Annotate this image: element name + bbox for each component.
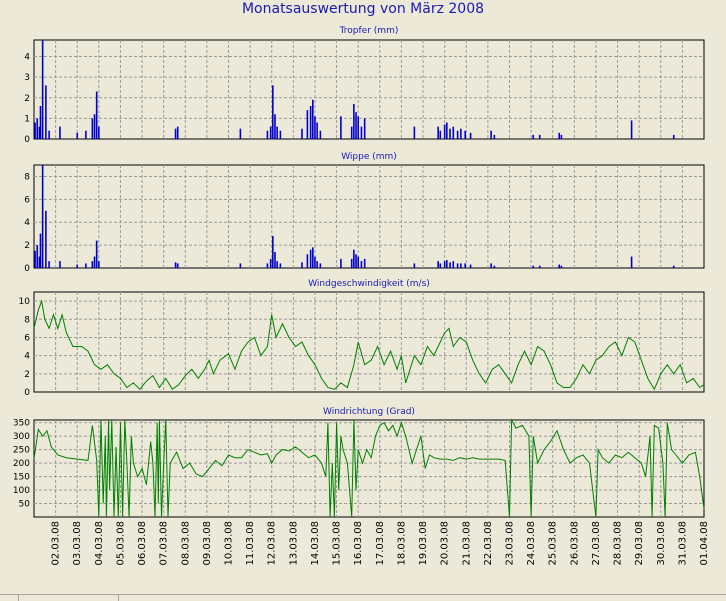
- y-tick-label: 0: [24, 388, 30, 398]
- x-tick-label: 27.03.08: [591, 521, 602, 566]
- y-tick-label: 350: [13, 419, 30, 429]
- x-tick-label: 18.03.08: [396, 521, 407, 566]
- y-tick-label: 0: [24, 264, 30, 274]
- chart-panel-windgeschwindigkeit: Windgeschwindigkeit (m/s) 0 2 4 6 8 10: [19, 279, 705, 398]
- plot-area: [33, 291, 705, 393]
- x-tick-label: 01.04.08: [699, 521, 710, 566]
- y-tick-label: 150: [13, 473, 30, 483]
- plot-area: [33, 164, 705, 269]
- x-tick-label: 30.03.08: [656, 521, 667, 566]
- x-tick-label: 10.03.08: [224, 521, 235, 566]
- y-tick-label: 0: [24, 135, 30, 145]
- x-tick-label: 07.03.08: [159, 521, 170, 566]
- y-tick-label: 1: [24, 114, 30, 124]
- status-bar-segment: [0, 595, 19, 601]
- y-tick-label: 300: [13, 432, 30, 442]
- y-tick-label: 100: [13, 486, 30, 496]
- y-tick-label: 4: [24, 352, 30, 362]
- y-tick-label: 10: [19, 297, 31, 307]
- y-tick-label: 4: [24, 218, 30, 228]
- page-title: Monatsauswertung von März 2008: [241, 1, 485, 17]
- y-tick-label: 2: [24, 370, 30, 380]
- x-tick-label: 28.03.08: [613, 521, 624, 566]
- x-tick-label: 21.03.08: [461, 521, 472, 566]
- chart-title: Windgeschwindigkeit (m/s): [308, 279, 430, 289]
- chart-panel-windrichtung: Windrichtung (Grad) 50 100 150 200 250 300 350 0…: [13, 407, 710, 566]
- x-tick-label: 06.03.08: [137, 521, 148, 566]
- chart-title: Wippe (mm): [341, 152, 397, 162]
- x-tick-label: 16.03.08: [353, 521, 364, 566]
- x-tick-label: 19.03.08: [418, 521, 429, 566]
- x-tick-label: 05.03.08: [116, 521, 127, 566]
- x-tick-label: 04.03.08: [94, 521, 105, 566]
- x-tick-label: 11.03.08: [245, 521, 256, 566]
- x-tick-label: 17.03.08: [375, 521, 386, 566]
- y-tick-label: 200: [13, 459, 30, 469]
- y-tick-label: 8: [24, 315, 30, 325]
- y-tick-label: 6: [24, 333, 30, 343]
- x-tick-label: 26.03.08: [569, 521, 580, 566]
- x-tick-label: 25.03.08: [548, 521, 559, 566]
- x-tick-label: 02.03.08: [51, 521, 62, 566]
- chart-title: Windrichtung (Grad): [323, 407, 415, 417]
- x-tick-label: 14.03.08: [310, 521, 321, 566]
- chart-panel-tropfer: Tropfer (mm) 0 1 2 3 4: [24, 26, 705, 145]
- x-tick-label: 09.03.08: [202, 521, 213, 566]
- plot-area: [33, 39, 705, 140]
- status-bar: [0, 594, 726, 601]
- x-tick-label: 15.03.08: [332, 521, 343, 566]
- y-tick-label: 8: [24, 172, 30, 182]
- y-tick-label: 4: [24, 53, 30, 63]
- series-line: [33, 418, 705, 518]
- chart-panel-wippe: Wippe (mm) 0 2 4 6 8: [24, 152, 705, 274]
- x-tick-label: 08.03.08: [180, 521, 191, 566]
- y-tick-label: 2: [24, 241, 30, 251]
- status-bar-segment: [18, 595, 119, 601]
- y-tick-label: 2: [24, 94, 30, 104]
- x-tick-label: 23.03.08: [505, 521, 516, 566]
- y-tick-label: 250: [13, 446, 30, 456]
- plot-area: [33, 419, 705, 518]
- x-tick-label: 03.03.08: [72, 521, 83, 566]
- x-tick-label: 12.03.08: [267, 521, 278, 566]
- chart-title: Tropfer (mm): [339, 26, 399, 36]
- y-tick-label: 6: [24, 195, 30, 205]
- x-tick-label: 13.03.08: [288, 521, 299, 566]
- x-tick-label: 20.03.08: [440, 521, 451, 566]
- x-tick-label: 22.03.08: [483, 521, 494, 566]
- y-tick-label: 3: [24, 73, 30, 83]
- x-tick-label: 31.03.08: [677, 521, 688, 566]
- x-tick-label: 29.03.08: [634, 521, 645, 566]
- series-line: [33, 299, 705, 391]
- x-tick-label: 24.03.08: [526, 521, 537, 566]
- y-tick-label: 50: [19, 500, 31, 510]
